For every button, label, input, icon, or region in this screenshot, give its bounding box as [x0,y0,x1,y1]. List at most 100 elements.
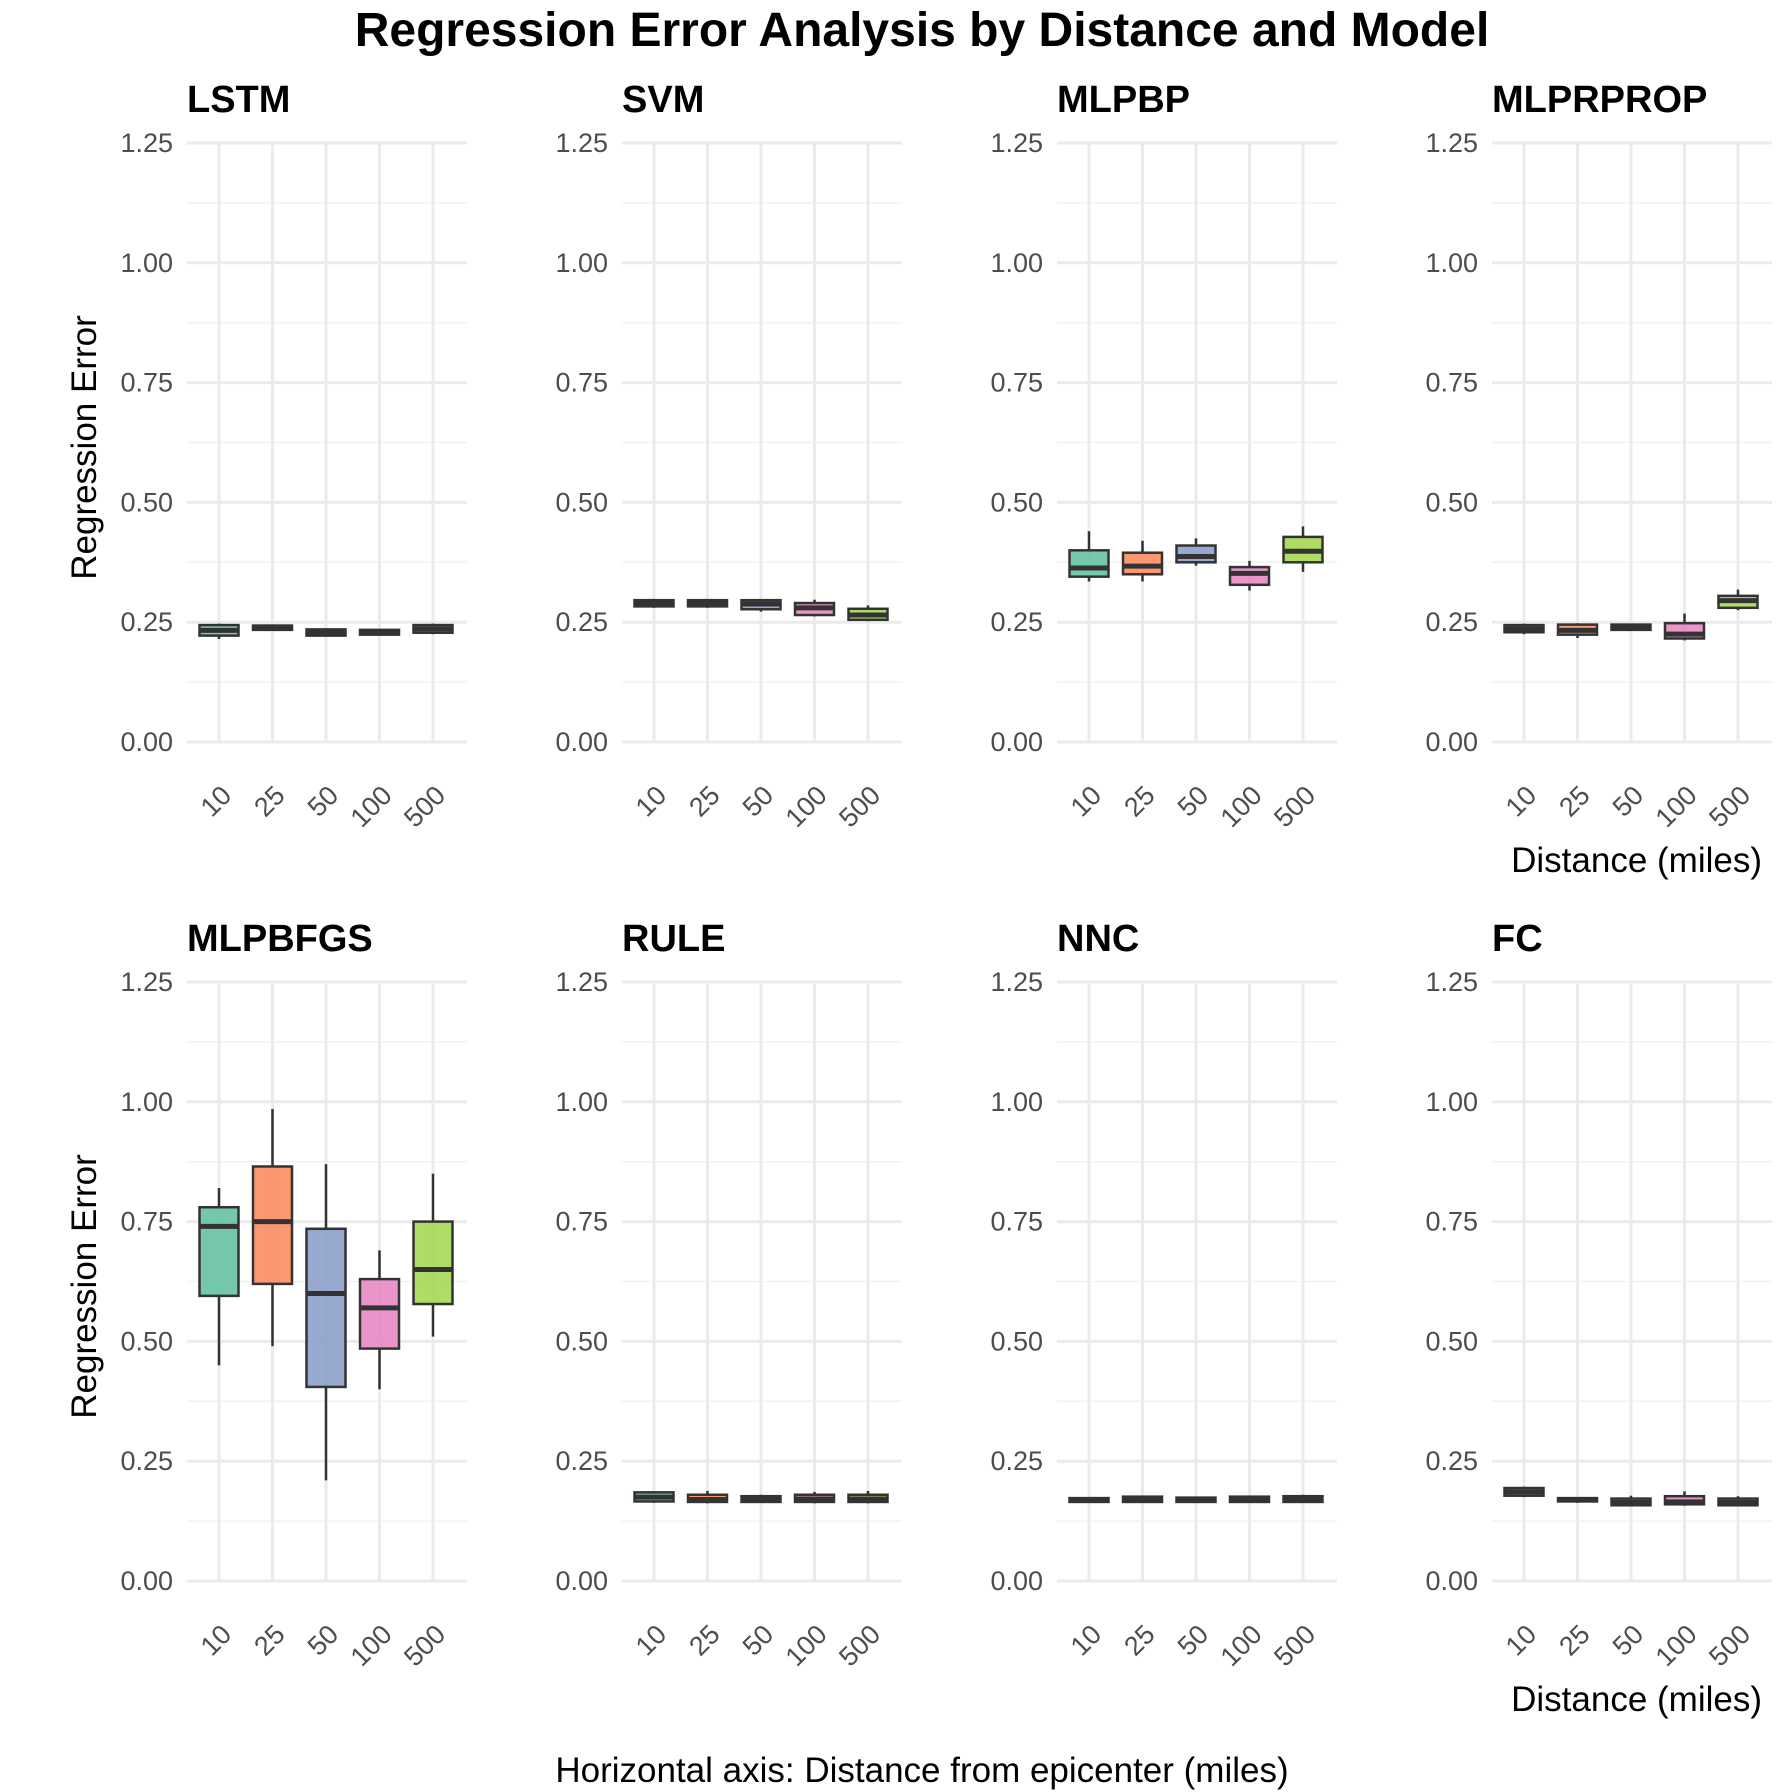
box-rule-25 [686,1490,729,1504]
y-tick-label: 0.25 [555,1446,608,1476]
y-tick-label: 0.00 [990,1566,1043,1596]
y-tick-label: 0.00 [555,727,608,757]
box-body [358,1277,401,1350]
box-mlprprop-50 [1610,623,1652,632]
box-mlpbp-50 [1175,538,1217,566]
facet-title: LSTM [187,79,290,121]
box-body [1175,544,1217,564]
box-rule-500 [847,1490,889,1504]
box-rule-10 [633,1491,675,1503]
y-tick-label: 0.75 [555,368,608,398]
y-tick-label: 0.75 [120,368,173,398]
box-body [412,1220,454,1306]
y-tick-label: 0.25 [555,607,608,637]
box-svm-50 [740,598,782,612]
y-tick-label: 0.50 [990,1326,1043,1356]
y-tick-label: 0.50 [120,1326,173,1356]
y-tick-label: 0.50 [555,487,608,517]
box-mlprprop-25 [1556,623,1599,639]
y-tick-label: 0.75 [990,1207,1043,1237]
y-tick-label: 0.75 [990,368,1043,398]
box-lstm-500 [412,623,454,635]
box-mlpbfgs-100 [358,1250,401,1390]
box-fc-10 [1503,1486,1545,1498]
y-tick-label: 1.00 [555,1087,608,1117]
box-body [305,1227,347,1389]
box-fc-25 [1556,1496,1599,1503]
y-tick-label: 1.00 [1425,248,1478,278]
box-rule-100 [793,1491,836,1504]
facet-title: MLPBFGS [187,918,373,960]
y-tick-label: 1.00 [555,248,608,278]
box-lstm-100 [358,628,401,636]
box-mlpbfgs-50 [305,1164,347,1481]
y-tick-label: 0.25 [120,1446,173,1476]
box-body [251,1165,294,1286]
y-tick-label: 0.00 [555,1566,608,1596]
y-tick-label: 0.50 [1425,1326,1478,1356]
y-tick-label: 0.25 [1425,607,1478,637]
box-mlpbfgs-500 [412,1173,454,1337]
y-tick-label: 1.25 [1425,967,1478,997]
box-mlprprop-500 [1717,589,1759,611]
x-axis-title: Distance (miles) [1511,841,1762,880]
box-nnc-500 [1282,1494,1324,1504]
box-fc-50 [1610,1495,1652,1507]
y-tick-label: 1.25 [1425,128,1478,158]
y-axis-title: Regression Error [65,315,104,580]
y-tick-label: 0.00 [120,1566,173,1596]
y-tick-label: 1.00 [120,248,173,278]
box-fc-100 [1663,1491,1706,1506]
box-svm-10 [633,598,675,608]
box-body [198,1205,240,1298]
box-rule-50 [740,1494,782,1504]
y-tick-label: 0.00 [1425,727,1478,757]
box-svm-100 [793,599,836,617]
box-mlpbp-500 [1282,526,1324,572]
facet-title: SVM [622,79,704,121]
chart-title: Regression Error Analysis by Distance an… [355,4,1490,57]
x-axis-title: Distance (miles) [1511,1680,1762,1719]
facet-title: NNC [1057,918,1139,960]
box-svm-25 [686,598,729,608]
box-body [1068,549,1110,578]
box-lstm-10 [198,623,240,639]
box-mlpbp-100 [1228,560,1271,591]
y-tick-label: 1.25 [990,967,1043,997]
box-nnc-25 [1121,1495,1164,1504]
y-tick-label: 1.00 [990,248,1043,278]
box-nnc-100 [1228,1495,1271,1504]
y-tick-label: 0.00 [990,727,1043,757]
y-tick-label: 1.25 [555,967,608,997]
y-tick-label: 0.00 [120,727,173,757]
box-body [1121,551,1164,576]
box-nnc-50 [1175,1496,1217,1504]
box-mlprprop-100 [1663,613,1706,641]
box-body [1228,565,1271,587]
box-mlpbp-10 [1068,531,1110,582]
box-lstm-25 [251,624,294,632]
y-tick-label: 0.25 [990,1446,1043,1476]
y-axis-title: Regression Error [65,1154,104,1419]
box-lstm-50 [305,628,347,637]
y-tick-label: 0.50 [1425,487,1478,517]
chart-caption: Horizontal axis: Distance from epicenter… [555,1751,1288,1790]
box-mlpbfgs-25 [251,1108,294,1347]
box-mlpbfgs-10 [198,1188,240,1366]
y-tick-label: 1.25 [120,967,173,997]
y-tick-label: 1.00 [120,1087,173,1117]
y-tick-label: 0.25 [1425,1446,1478,1476]
y-tick-label: 0.75 [1425,1207,1478,1237]
y-tick-label: 1.25 [990,128,1043,158]
y-tick-label: 0.50 [555,1326,608,1356]
y-tick-label: 0.75 [120,1207,173,1237]
facet-title: FC [1492,918,1543,960]
y-tick-label: 1.00 [1425,1087,1478,1117]
box-mlprprop-10 [1503,623,1545,635]
box-svm-500 [847,605,889,622]
facet-title: MLPBP [1057,79,1190,121]
